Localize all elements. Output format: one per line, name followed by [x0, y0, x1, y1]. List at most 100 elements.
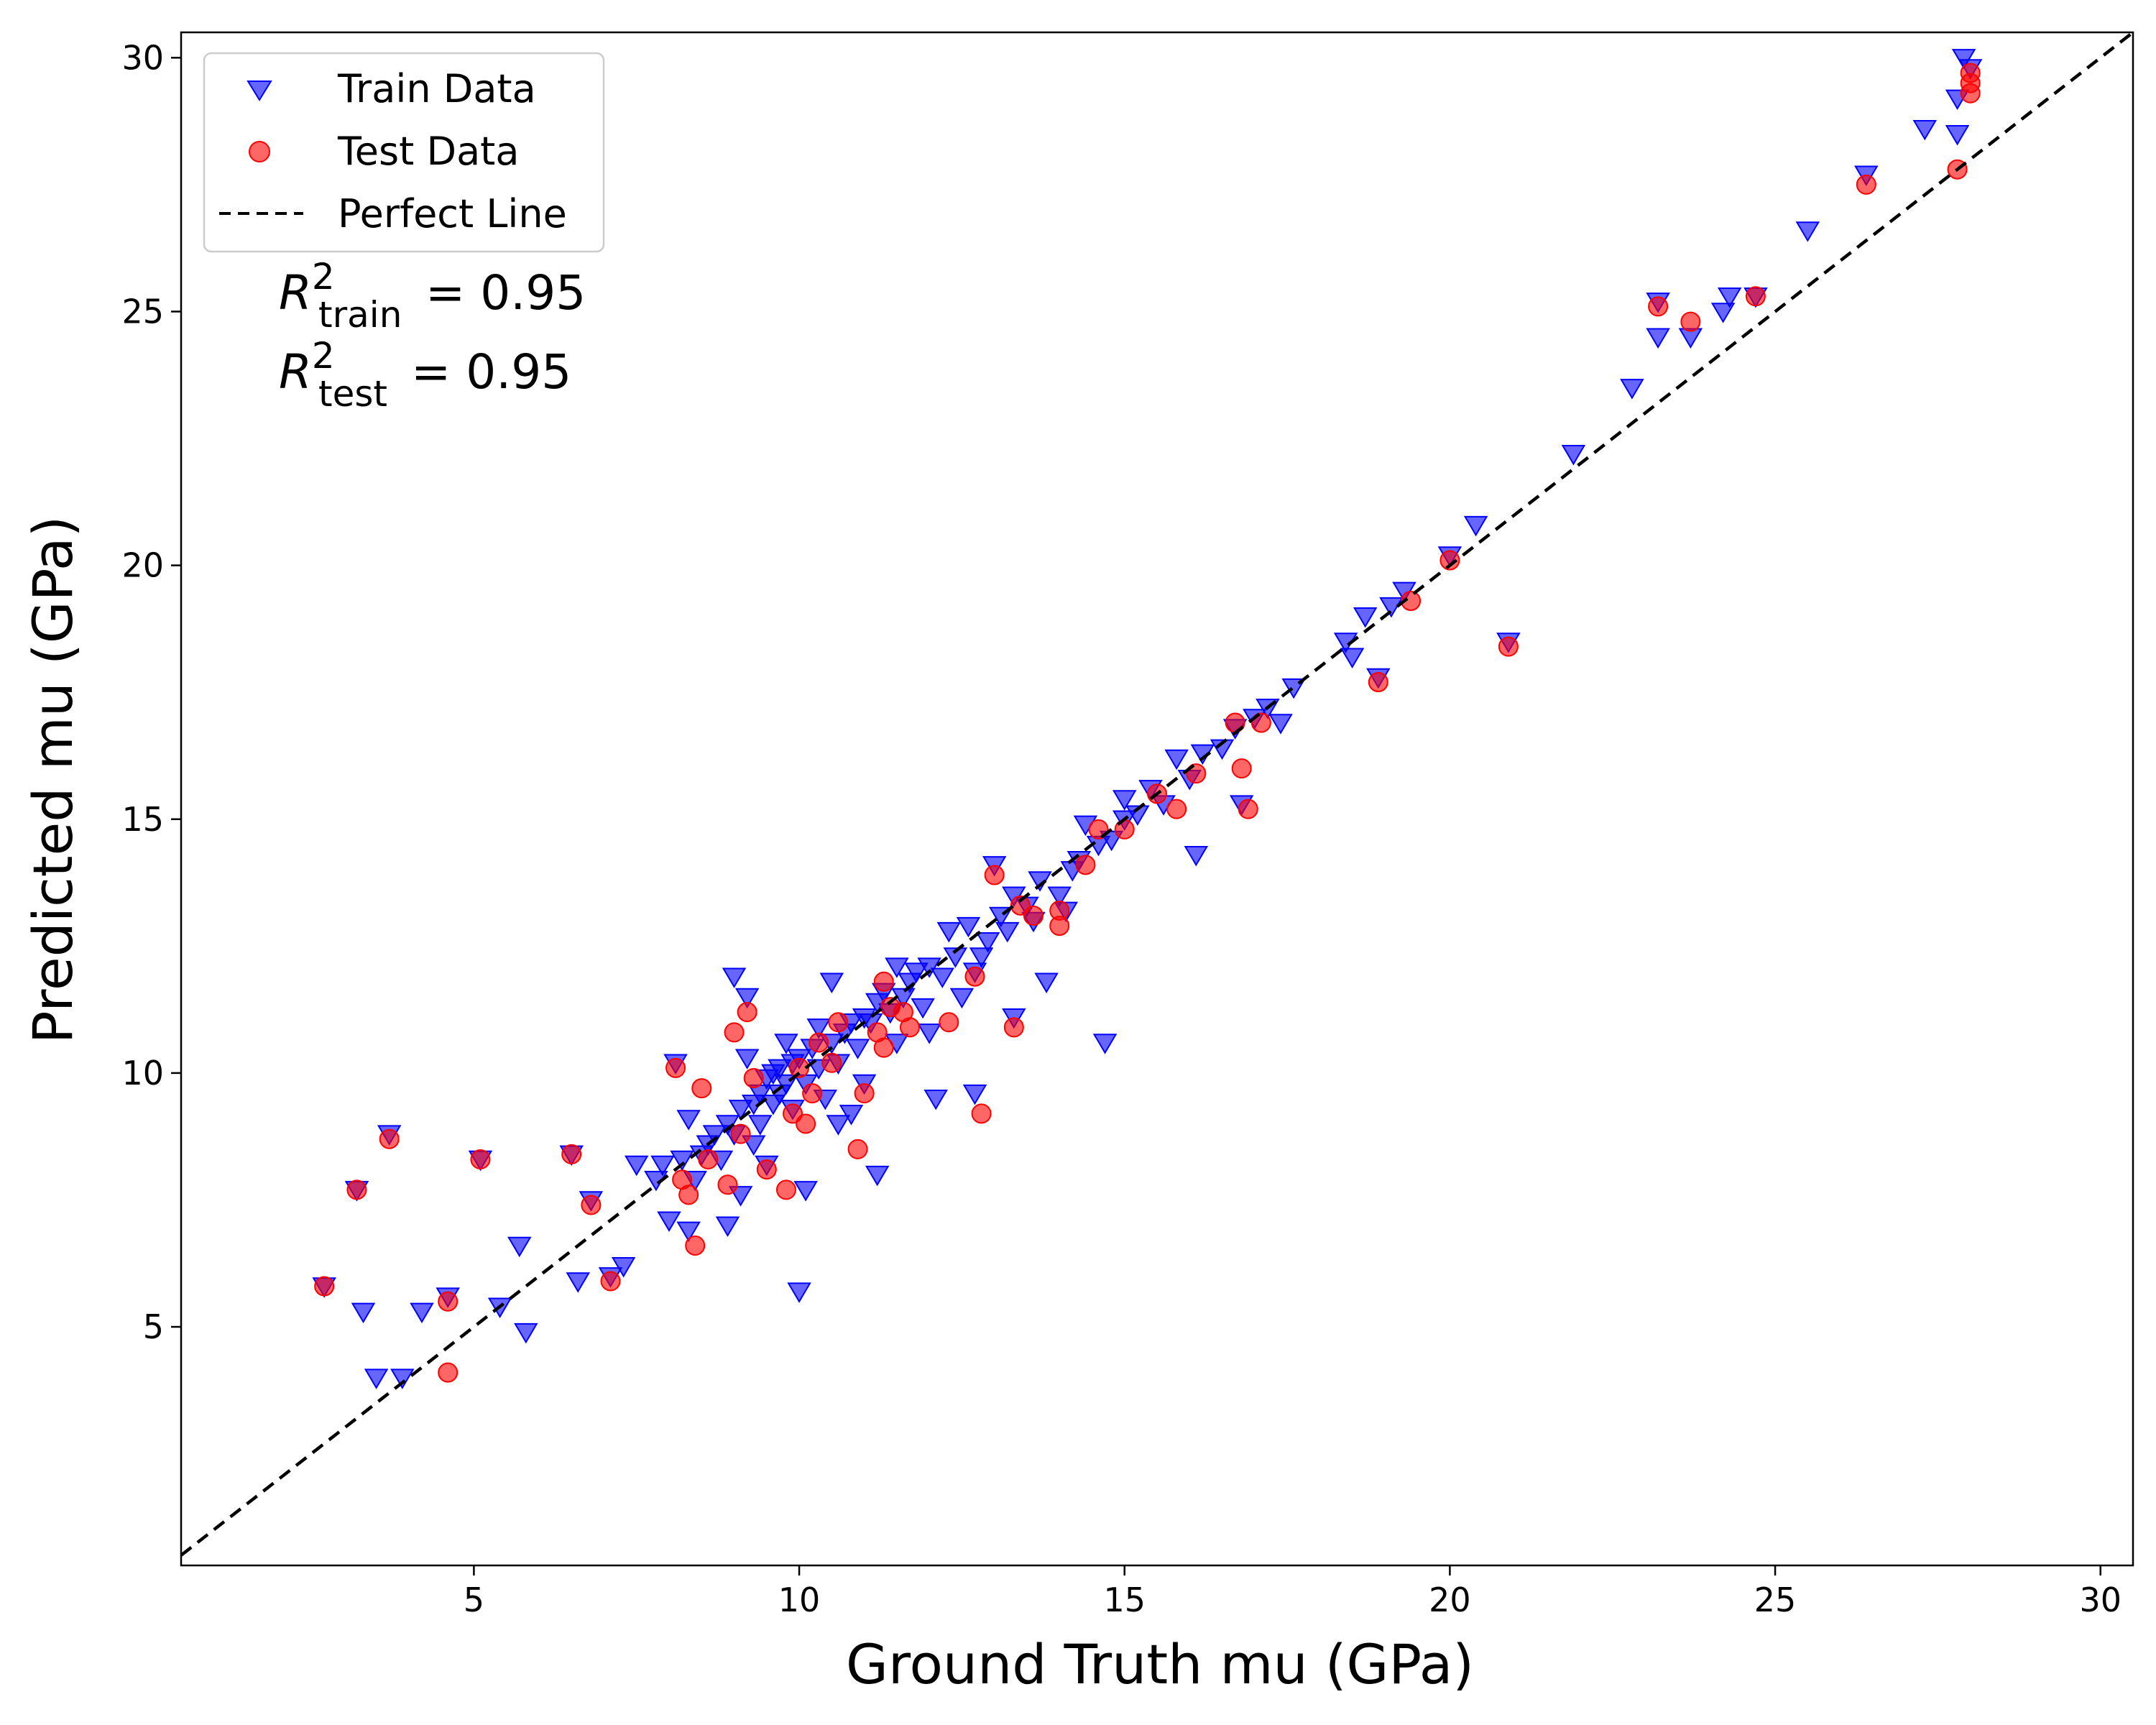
r2-test-sub: test: [318, 373, 387, 415]
test-data-point: [1023, 905, 1044, 926]
x-tick-label: 10: [778, 1581, 821, 1619]
test-data-point: [379, 1128, 400, 1149]
plot-frame: [180, 31, 2134, 1567]
train-data-point: [1912, 119, 1938, 141]
train-data-point: [923, 1089, 948, 1110]
train-data-point: [995, 921, 1020, 943]
test-data-point: [756, 1159, 777, 1180]
test-data-point: [1231, 758, 1252, 779]
test-data-point: [691, 1078, 712, 1099]
test-data-point: [1166, 799, 1187, 819]
train-data-point: [514, 1322, 538, 1344]
y-axis-ticks: 5 10 15 20 25 30: [121, 38, 181, 1346]
x-tick-label: 5: [464, 1581, 484, 1619]
train-data-point: [1561, 444, 1586, 466]
test-data-point: [685, 1236, 706, 1256]
test-data-point: [971, 1103, 992, 1124]
train-data-point: [715, 1216, 740, 1238]
r2-train-annotation: R2 train = 0.95: [279, 256, 586, 336]
test-data-point: [1238, 799, 1258, 819]
train-data-point: [676, 1221, 701, 1243]
legend-test-marker: [249, 141, 270, 162]
train-data-point: [1099, 830, 1124, 852]
test-data-point: [789, 1057, 810, 1078]
train-data-point: [410, 1302, 434, 1324]
train-data-point: [1125, 805, 1150, 826]
y-tick-label: 5: [143, 1307, 164, 1346]
test-data-point: [1498, 636, 1519, 657]
test-data-point: [600, 1271, 621, 1292]
y-tick-label: 15: [121, 800, 164, 839]
r-squared-annotations: R2 train = 0.95 R2 test = 0.95: [279, 256, 586, 415]
y-tick-label: 25: [121, 292, 164, 331]
train-data-point: [917, 1024, 941, 1044]
x-tick-label: 15: [1103, 1581, 1146, 1619]
test-data-point: [665, 1057, 686, 1078]
train-data-point: [839, 1105, 864, 1126]
test-data-point: [847, 1138, 868, 1159]
train-data-point: [768, 1059, 792, 1080]
train-data-point: [917, 957, 941, 978]
train-data-point: [1620, 379, 1644, 400]
train-data-point: [975, 932, 1000, 953]
test-data-point: [678, 1184, 699, 1205]
test-data-point: [899, 1017, 920, 1038]
legend-train-label: Train Data: [337, 66, 536, 111]
train-data-point: [1646, 328, 1670, 349]
train-data-point: [956, 916, 981, 938]
x-axis-ticks: 5 10 15 20 25 30: [464, 1565, 2122, 1619]
test-data-point: [821, 1052, 842, 1073]
train-data-point: [650, 1155, 675, 1177]
y-axis-label: Predicted mu (GPa): [21, 516, 85, 1044]
test-data-point: [775, 1179, 796, 1200]
train-data-point: [1795, 221, 1820, 242]
test-data-point: [1049, 900, 1070, 921]
train-data-point: [728, 1186, 753, 1207]
test-data-point: [984, 865, 1005, 886]
test-data-point: [724, 1022, 745, 1043]
train-data-point: [1353, 607, 1378, 628]
test-data-point: [796, 1113, 816, 1134]
train-data-point: [1112, 790, 1137, 811]
train-data-point: [774, 1034, 798, 1054]
train-data-point: [611, 1257, 636, 1278]
test-data-point: [1003, 1017, 1024, 1038]
train-data-point: [657, 1211, 681, 1232]
test-data-point: [808, 1032, 829, 1053]
r2-train-symbol: R: [279, 265, 312, 321]
train-data-point: [962, 1084, 987, 1105]
test-data-point: [438, 1291, 459, 1312]
train-data-point: [930, 967, 954, 988]
legend-box: [203, 52, 605, 253]
train-data-point: [911, 998, 935, 1019]
r2-test-symbol: R: [279, 344, 312, 400]
test-data-point: [743, 1067, 764, 1088]
test-data-point: [1856, 174, 1876, 195]
x-axis-label: Ground Truth mu (GPa): [846, 1632, 1474, 1696]
test-data-point: [561, 1144, 582, 1164]
train-data-point: [1463, 515, 1488, 537]
train-data-point: [793, 1181, 818, 1202]
test-data-point: [1680, 311, 1701, 332]
train-data-point: [1184, 845, 1209, 867]
test-data-point: [828, 1012, 849, 1033]
test-data-point: [730, 1123, 751, 1144]
test-data-point: [964, 966, 985, 987]
perfect-line: [180, 31, 2134, 1557]
r2-test-annotation: R2 test = 0.95: [279, 335, 571, 415]
train-data-point: [670, 1150, 694, 1172]
data-points: [312, 49, 1983, 1389]
r2-train-value: = 0.95: [425, 265, 586, 321]
test-data-point: [438, 1362, 459, 1383]
train-data-point: [702, 1125, 727, 1146]
train-data-point: [885, 957, 909, 978]
train-data-point: [1717, 288, 1742, 308]
test-data-point: [1960, 63, 1981, 83]
train-data-point: [936, 921, 962, 943]
train-data-point: [1034, 972, 1059, 993]
train-data-point: [728, 1100, 753, 1121]
train-data-point: [507, 1236, 532, 1258]
train-data-point: [904, 962, 929, 983]
test-data-point: [939, 1012, 959, 1033]
